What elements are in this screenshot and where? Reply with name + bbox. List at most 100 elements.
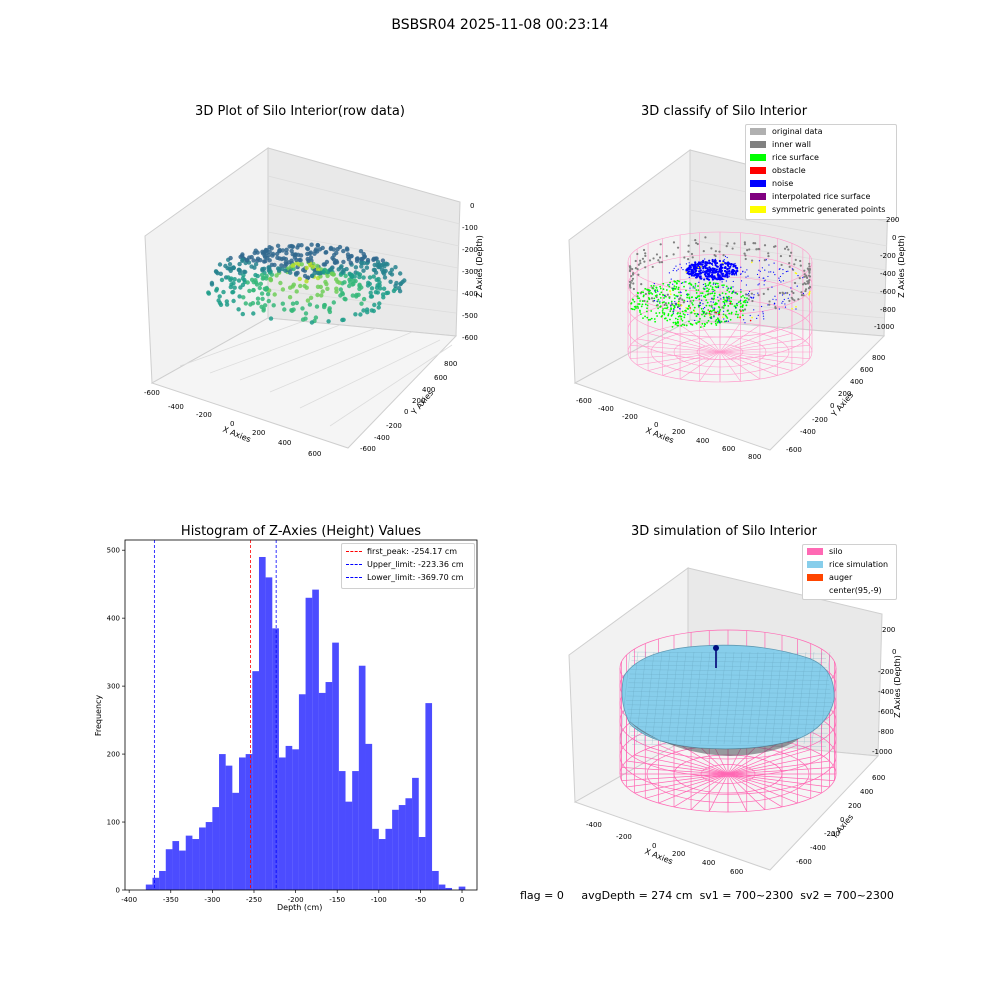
plot4-legend-item: auger [807, 573, 852, 582]
mesh-line [619, 651, 631, 745]
plot1-point [313, 315, 319, 320]
plot1-point [304, 285, 309, 290]
plot2-point-wall [750, 292, 753, 295]
plot2-point-noise [673, 310, 675, 312]
plot2-point-wall [628, 283, 632, 286]
plot1-point [315, 249, 320, 254]
plot2-point-rice [683, 285, 685, 288]
plot2-point-rice [671, 326, 674, 328]
plot2-point-rice [706, 301, 709, 304]
plot2-point-wall [694, 239, 697, 242]
plot2-point-rice [642, 291, 645, 294]
plot2-point-noise [675, 265, 677, 267]
plot2-point-noise [774, 274, 776, 276]
mesh-line [630, 731, 828, 734]
plot1-point [346, 254, 351, 260]
plot1-xtick: 400 [278, 439, 292, 447]
hist-ytick-label: 400 [107, 615, 120, 623]
plot1-point [307, 302, 313, 307]
mesh-line [779, 651, 791, 745]
hist-bar [378, 839, 386, 890]
plot2-point-wall [672, 241, 676, 244]
legend-label: silo [829, 547, 843, 556]
plot1-point [315, 263, 320, 269]
plot1-point [377, 301, 382, 306]
plot2-point-noise [699, 301, 701, 304]
plot2-point-noise [785, 270, 788, 273]
plot1-point [365, 257, 371, 263]
plot2-point-wall [806, 267, 809, 270]
plot4-zticks: 200 0 -200 -400 -600 -800 -1000 [872, 626, 897, 756]
plot2-point-rice [677, 288, 680, 291]
plot2-point-wall [660, 261, 664, 264]
plot2-point-noise [677, 268, 679, 270]
plot2-point-noise [772, 298, 774, 300]
hist-xticks: -400 -350 -300 -250 -200 -150 -100 -50 0 [121, 890, 464, 904]
plot2-point-noise [673, 267, 675, 270]
plot2-point-obstacle [729, 302, 732, 305]
plot2-yticks: 800 600 400 200 0 -200 -400 -600 [786, 354, 886, 454]
plot2-point-rice [683, 299, 686, 302]
plot2-point-wall [758, 247, 761, 251]
plot2-point-rice [640, 313, 642, 316]
plot2-point-rice [659, 297, 662, 299]
plot1-point [359, 264, 364, 269]
plot2-point-rice [690, 284, 693, 286]
plot2-point-wall [682, 301, 685, 304]
plot2-point-noise [719, 321, 721, 323]
hist-bar [398, 805, 406, 890]
plot2-point-wall [779, 254, 783, 258]
hist-bar [272, 628, 279, 890]
status-flag: flag = 0 [520, 889, 564, 902]
plot2-point-noise [678, 308, 681, 310]
plot2-point-noise [694, 263, 698, 266]
plot4-zlabel: Z Axies (Depth) [892, 655, 902, 718]
plot1-point [228, 255, 233, 261]
plot4-rice-surface [619, 644, 835, 756]
mesh-line [632, 651, 826, 655]
plot2-point-rice [691, 303, 694, 306]
plot2-point-noise [778, 277, 780, 279]
plot2-point-wall [695, 241, 698, 245]
plot2-point-rice [672, 289, 675, 291]
plot1-point [268, 316, 274, 321]
plot2-point-rice [731, 292, 733, 295]
plot2-point-rice [656, 315, 659, 317]
plot2-point-rice [636, 295, 639, 298]
plot1-point [384, 290, 389, 296]
plot2-point-rice [695, 292, 698, 294]
plot1-point [287, 295, 293, 300]
plot1-point [231, 298, 236, 304]
plot2-point-rice [695, 315, 698, 318]
plot2-point-rice [665, 304, 668, 307]
plot2-point-rice [676, 324, 679, 327]
plot1-point [231, 281, 236, 286]
plot2-point-noise [710, 262, 713, 265]
plot2-point-noise [702, 303, 704, 305]
plot2-point-noise [659, 300, 661, 302]
plot2-point-rice [680, 294, 682, 297]
plot2-point-obstacle [718, 313, 721, 316]
plot2-point-rice [654, 320, 657, 323]
plot2-point-noise [727, 287, 729, 289]
plot1-point [300, 317, 306, 322]
plot2-point-rice [699, 317, 701, 320]
plot1-point [217, 262, 223, 267]
plot1-point [305, 298, 311, 303]
plot1-point [290, 263, 296, 268]
plot2-point-noise [702, 263, 704, 266]
plot2-point-rice [736, 304, 739, 307]
plot2-point-wall [763, 259, 766, 262]
mesh-line [629, 726, 829, 729]
plot2-point-rice [644, 287, 647, 290]
plot1-point [280, 301, 285, 306]
plot1-point [341, 248, 346, 254]
plot2-point-obstacle [708, 310, 711, 313]
plot2-point-noise [711, 276, 714, 279]
plot2-point-noise [765, 259, 767, 261]
plot2-point-rice [660, 291, 663, 294]
plot2-point-rice [727, 295, 730, 298]
plot2-point-noise [692, 287, 694, 289]
plot2-point-noise [734, 264, 737, 268]
plot1-point [310, 273, 315, 279]
